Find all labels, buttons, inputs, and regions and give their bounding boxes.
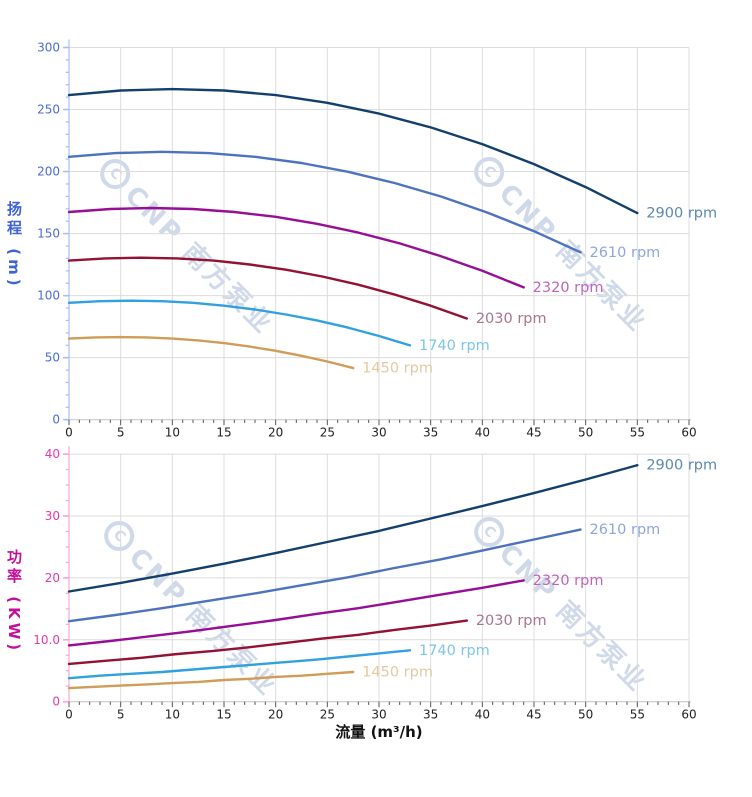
power-curve-1450-rpm xyxy=(67,670,355,690)
x-tick-label: 40 xyxy=(475,426,490,440)
power-chart: 0 10.0 20 30 40 0 5 10 15 20 25 30 35 40 45 50 55 60 2900 … xyxy=(33,446,717,722)
head-curve-2900-rpm xyxy=(67,87,639,215)
flow-axis-title: 流量 (m³/h) xyxy=(335,723,423,741)
x-tick-label: 5 xyxy=(117,426,125,440)
x-tick-label: 25 xyxy=(320,426,335,440)
y-tick-label: 200 xyxy=(37,165,60,179)
x-tick-label: 55 xyxy=(630,708,645,722)
x-tick-label: 10 xyxy=(165,426,180,440)
x-tick-label: 0 xyxy=(65,426,73,440)
y-tick-label: 50 xyxy=(45,351,60,365)
head-curve-2320-rpm xyxy=(67,206,525,289)
x-tick-label: 50 xyxy=(578,708,593,722)
x-tick-label: 10 xyxy=(165,708,180,722)
y-tick-label: 40 xyxy=(45,447,60,461)
y-tick-label: 20 xyxy=(45,571,60,585)
x-tick-label: 5 xyxy=(117,708,125,722)
rpm-label-1740-rpm: 1740 rpm xyxy=(419,643,490,659)
y-tick-label: 300 xyxy=(37,40,60,54)
x-tick-label: 60 xyxy=(681,426,696,440)
x-tick-label: 20 xyxy=(268,426,283,440)
head-curve-1450-rpm xyxy=(67,335,355,370)
x-tick-label: 25 xyxy=(320,708,335,722)
power-axis-title: 功率 (KW) xyxy=(5,549,23,655)
head-chart: 0 50 100 150 200 250 300 0 5 10 15 20 25 30 35 40 45 50 55… xyxy=(37,39,717,440)
x-tick-label: 30 xyxy=(371,708,386,722)
y-tick-label: 0 xyxy=(52,695,60,709)
x-tick-label: 20 xyxy=(268,708,283,722)
rpm-label-2320-rpm: 2320 rpm xyxy=(533,573,604,589)
power-curve-2030-rpm xyxy=(67,619,468,666)
y-tick-label: 250 xyxy=(37,103,60,117)
power-curve-1740-rpm xyxy=(67,649,412,680)
x-tick-label: 0 xyxy=(65,708,73,722)
x-tick-label: 45 xyxy=(526,426,541,440)
rpm-label-2900-rpm: 2900 rpm xyxy=(646,458,717,474)
y-tick-label: 100 xyxy=(37,289,60,303)
rpm-label-1740-rpm: 1740 rpm xyxy=(419,338,490,354)
rpm-label-2610-rpm: 2610 rpm xyxy=(589,245,660,261)
rpm-label-2030-rpm: 2030 rpm xyxy=(476,311,547,327)
rpm-label-1450-rpm: 1450 rpm xyxy=(362,361,433,377)
x-tick-label: 35 xyxy=(423,426,438,440)
x-tick-label: 35 xyxy=(423,708,438,722)
head-axis-title: 扬程 (m) xyxy=(5,201,23,290)
y-tick-label: 0 xyxy=(52,413,60,427)
y-tick-label: 150 xyxy=(37,227,60,241)
x-tick-label: 15 xyxy=(216,426,231,440)
x-tick-label: 45 xyxy=(526,708,541,722)
power-curve-2900-rpm xyxy=(67,464,639,593)
head-curve-2030-rpm xyxy=(67,256,468,320)
power-curve-2610-rpm xyxy=(67,528,582,623)
x-tick-label: 15 xyxy=(216,708,231,722)
rpm-label-2030-rpm: 2030 rpm xyxy=(476,613,547,629)
rpm-label-2320-rpm: 2320 rpm xyxy=(533,280,604,296)
x-tick-label: 40 xyxy=(475,708,490,722)
rpm-label-1450-rpm: 1450 rpm xyxy=(362,664,433,680)
x-tick-label: 30 xyxy=(371,426,386,440)
x-tick-label: 50 xyxy=(578,426,593,440)
power-curve-2320-rpm xyxy=(67,579,525,647)
rpm-label-2610-rpm: 2610 rpm xyxy=(589,522,660,538)
head-curve-2610-rpm xyxy=(67,150,582,254)
head-curve-1740-rpm xyxy=(67,299,412,347)
rpm-label-2900-rpm: 2900 rpm xyxy=(646,206,717,222)
y-tick-label: 30 xyxy=(45,509,60,523)
y-tick-label: 10.0 xyxy=(33,633,60,647)
x-tick-label: 60 xyxy=(681,708,696,722)
x-tick-label: 55 xyxy=(630,426,645,440)
